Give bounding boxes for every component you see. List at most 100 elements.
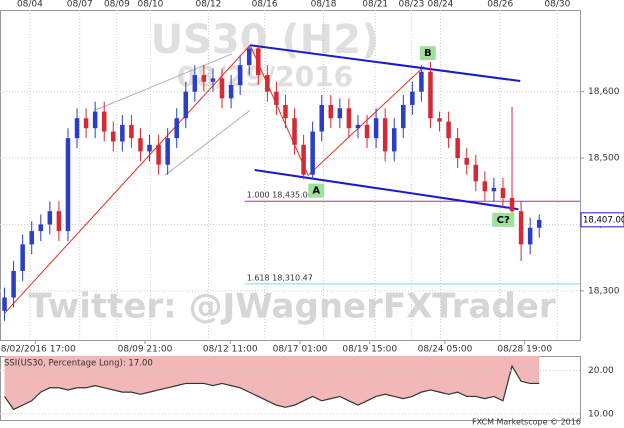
top-x-tick-label: 08/12 (195, 0, 221, 10)
candle-body (147, 144, 152, 152)
candle-body (346, 108, 352, 129)
candle-body (500, 187, 506, 198)
main-panel (0, 10, 581, 341)
top-x-tick-label: 08/24 (427, 0, 453, 10)
candle-body (20, 244, 25, 271)
candle-body (410, 91, 415, 105)
candle-body (292, 118, 297, 145)
candle-body (464, 158, 469, 165)
candle-body (337, 108, 343, 119)
top-x-tick-label: 08/09 (104, 0, 130, 10)
candle-body (74, 118, 80, 139)
candle-body (419, 71, 424, 92)
candle-body (455, 138, 460, 159)
candle-body (92, 111, 98, 129)
top-x-tick-label: 08/04 (17, 0, 43, 10)
top-x-tick-label: 08/07 (67, 0, 93, 10)
top-x-tick-label: 08/16 (252, 0, 278, 10)
candle-body (319, 104, 324, 132)
candle-body (310, 131, 315, 175)
y-tick-label: 18,500 (588, 154, 620, 164)
top-x-tick-label: 08/21 (362, 0, 388, 10)
y-tick-label: 10.00 (588, 409, 614, 419)
candle-body (527, 227, 533, 245)
top-x-tick-label: 08/26 (487, 0, 513, 10)
candle-body (111, 131, 116, 142)
candle-body (246, 48, 252, 66)
x-tick-label: 08/28 19:00 (497, 345, 552, 355)
x-tick-label: 08/09 21:00 (118, 345, 173, 355)
wave-label-box (308, 183, 325, 198)
candle-body (437, 118, 442, 122)
candle-body (265, 75, 270, 92)
candle-body (174, 118, 179, 139)
candle-body (446, 121, 451, 139)
y-tick-label: 18,300 (588, 286, 620, 296)
candle-body (56, 211, 62, 232)
trendline (94, 53, 233, 111)
x-tick-label: 08/19 15:00 (342, 345, 397, 355)
trendline (4, 44, 425, 314)
candle-body (228, 85, 234, 99)
candle-body (428, 71, 433, 119)
y-tick-label: 20.00 (588, 366, 614, 376)
trendline (249, 44, 521, 83)
candle-body (210, 78, 216, 82)
candle-body (101, 111, 107, 132)
candle-body (165, 138, 170, 165)
candle-body (364, 124, 370, 139)
y-tick-label: 18,600 (588, 87, 620, 97)
x-tick-label: 08/17 01:00 (273, 345, 328, 355)
ssi-area (4, 356, 540, 410)
candle-body (2, 297, 7, 311)
trendline (254, 169, 519, 211)
top-x-tick-label: 08/23 (398, 0, 424, 10)
banner: Twitter: @JWagnerFXTrader (28, 287, 556, 327)
candle-body (482, 181, 488, 192)
candle-body (138, 138, 143, 152)
candle-body (536, 219, 542, 228)
x-tick-label: 08/02/2016 17:00 (0, 345, 76, 355)
candle-body (83, 118, 89, 129)
candle-body (491, 187, 497, 192)
wave-label-box (492, 212, 515, 227)
candle-body (355, 124, 361, 129)
candle-body (65, 138, 71, 232)
trendline (164, 109, 251, 176)
candle-body (29, 231, 34, 245)
candle-body (120, 124, 125, 142)
candle-body (401, 104, 406, 129)
candle-body (237, 65, 243, 86)
fib-label: 1.618 18,310.47 (247, 273, 313, 282)
candle-body (509, 197, 515, 212)
candle-body (11, 270, 16, 298)
candle-body (301, 144, 306, 175)
candle-body (391, 128, 397, 152)
top-x-tick-label: 08/30 (544, 0, 570, 10)
wave-label: C? (497, 215, 510, 226)
candle-body (219, 78, 225, 99)
wave-label: B (424, 48, 432, 59)
wave-label: A (312, 186, 320, 197)
candle-body (473, 164, 479, 182)
candle-body (283, 104, 288, 119)
candle-body (201, 75, 207, 82)
candle-body (192, 75, 198, 92)
last-price-label: 18,407.00 (583, 215, 624, 225)
top-x-tick-label: 08/18 (311, 0, 337, 10)
candle-body (328, 104, 334, 119)
candle-body (382, 118, 388, 152)
ssi-line (4, 364, 540, 411)
candle-body (274, 91, 279, 105)
candle-body (183, 91, 189, 119)
candle-body (129, 124, 134, 139)
top-x-tick-label: 08/10 (137, 0, 163, 10)
x-tick-label: 08/12 11:00 (203, 345, 258, 355)
candle-body (38, 224, 44, 232)
wave-label-box (419, 46, 436, 61)
x-tick-label: 08/24 05:00 (418, 345, 473, 355)
fib-label: 1.000 18,435.00 (247, 191, 313, 200)
candle-body (373, 118, 379, 139)
candle-body (47, 211, 53, 225)
